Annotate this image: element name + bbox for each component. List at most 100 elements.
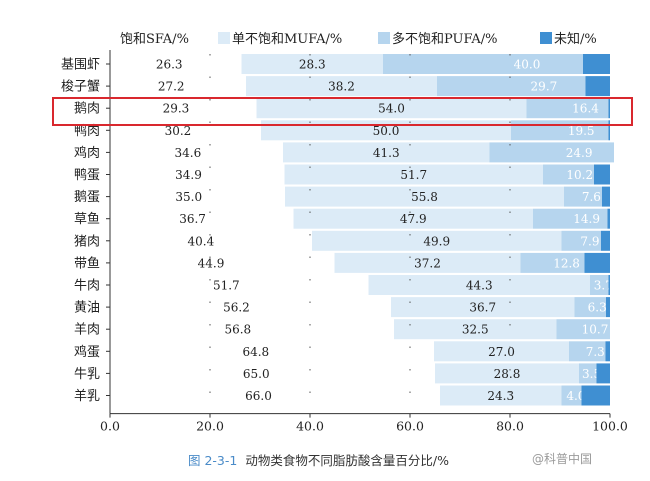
bar-segment (585, 76, 610, 97)
figure-caption: 图 2-3-1 动物类食物不同脂肪酸含量百分比/% (188, 450, 449, 469)
data-label: 50.0 (373, 124, 400, 138)
bar-segment (520, 252, 585, 273)
data-label: 38.2 (328, 80, 355, 94)
data-label: 4.0 (566, 389, 585, 403)
bar-segment (110, 275, 369, 295)
legend-item-pufa: 多不饱和PUFA/% (378, 28, 498, 47)
data-label: 12.8 (553, 256, 580, 270)
data-label: 30.2 (165, 124, 192, 138)
bar-segment (533, 208, 608, 229)
category-label: 鸡蛋 (74, 344, 100, 360)
data-label: 7.9 (580, 234, 599, 248)
bar-segment (110, 76, 246, 97)
bar-segment (391, 297, 575, 318)
bar-segment (581, 385, 610, 406)
watermark: @科普中国 (532, 452, 593, 466)
bar-segment (437, 76, 586, 97)
data-label: 49.9 (423, 234, 450, 248)
legend-swatch-mufa (218, 32, 230, 44)
data-label: 32.5 (462, 323, 489, 337)
bar-segment (607, 208, 610, 229)
data-label: 66.0 (245, 389, 272, 403)
bar-segment (608, 275, 610, 295)
legend-label-mufa: 单不饱和MUFA/% (232, 32, 343, 47)
data-label: 26.3 (156, 58, 183, 72)
bar-segment (602, 186, 610, 207)
bar-segment (110, 98, 257, 119)
bar-segment (110, 252, 335, 273)
bar-segment (584, 252, 610, 273)
x-tick-label: 100.0 (592, 419, 628, 434)
bar-segment (285, 186, 564, 207)
data-label: 37.2 (414, 256, 441, 270)
bar-segment (561, 385, 582, 406)
data-label: 56.8 (224, 323, 251, 337)
category-label: 基围虾 (61, 58, 100, 73)
category-label: 猪肉 (74, 234, 100, 249)
bar-segment (110, 164, 285, 185)
data-label: 3.5 (582, 367, 601, 381)
category-label: 梭子蟹 (61, 79, 100, 95)
legend-label-sfa: 饱和SFA/% (120, 32, 189, 47)
data-label: 24.9 (566, 146, 593, 160)
bar-segment (564, 186, 602, 207)
legend-item-sfa: 饱和SFA/% (120, 28, 189, 47)
data-label: 40.0 (514, 58, 541, 72)
bar-segment (596, 363, 610, 384)
bar-segment (246, 76, 437, 97)
category-label: 鹅蛋 (74, 189, 100, 205)
data-label: 7.6 (582, 190, 601, 204)
bar-segment (293, 208, 533, 229)
data-label: 10.2 (566, 168, 593, 182)
data-label: 14.9 (573, 212, 600, 226)
legend-item-unknown: 未知/% (540, 28, 597, 47)
bar-segment (110, 230, 312, 251)
data-label: 44.9 (198, 256, 225, 270)
legend-label-pufa: 多不饱和PUFA/% (392, 32, 498, 47)
bar-segment (110, 186, 285, 207)
x-tick-label: 40.0 (296, 419, 324, 434)
category-label: 鸭肉 (74, 124, 100, 139)
bar-segment (605, 341, 610, 362)
data-label: 40.4 (188, 234, 215, 248)
data-label: 3.7 (594, 279, 613, 293)
bar-segment (594, 164, 610, 185)
legend-swatch-pufa (378, 32, 390, 44)
bar-segment (601, 230, 610, 251)
bar-segment (590, 275, 609, 295)
data-label: 34.9 (175, 168, 202, 182)
data-label: 27.0 (488, 345, 515, 359)
category-label: 鹅肉 (74, 101, 100, 117)
data-label: 19.5 (568, 124, 595, 138)
x-tick-label: 80.0 (496, 419, 524, 434)
bar-segment (283, 142, 490, 163)
bar-segment (256, 98, 527, 119)
data-label: 65.0 (243, 367, 270, 381)
data-label: 29.3 (163, 102, 190, 116)
data-label: 16.4 (572, 102, 599, 116)
bar-segment (526, 98, 609, 119)
x-tick-label: 0.0 (100, 419, 120, 434)
data-label: 28.3 (299, 58, 326, 72)
data-label: 51.7 (400, 168, 427, 182)
data-label: 27.2 (158, 80, 185, 94)
legend-item-mufa: 单不饱和MUFA/% (218, 28, 342, 47)
bar-segment (434, 341, 569, 362)
bar-segment (110, 208, 294, 229)
data-label: 41.3 (373, 146, 400, 160)
bar-segment (561, 230, 601, 251)
bar-segment (489, 142, 614, 163)
bar-segment (284, 164, 543, 185)
bar-segment (110, 319, 394, 340)
bar-segment (435, 363, 579, 384)
bar-segment (394, 319, 557, 340)
data-label: 35.0 (175, 190, 202, 204)
x-tick-label: 20.0 (196, 419, 224, 434)
data-label: 28.8 (494, 367, 521, 381)
category-label: 草鱼 (74, 211, 100, 227)
data-label: 51.7 (213, 279, 240, 293)
bar-segment (579, 363, 597, 384)
figure-label: 图 2-3-1 (188, 453, 238, 468)
category-label: 羊乳 (74, 388, 100, 404)
